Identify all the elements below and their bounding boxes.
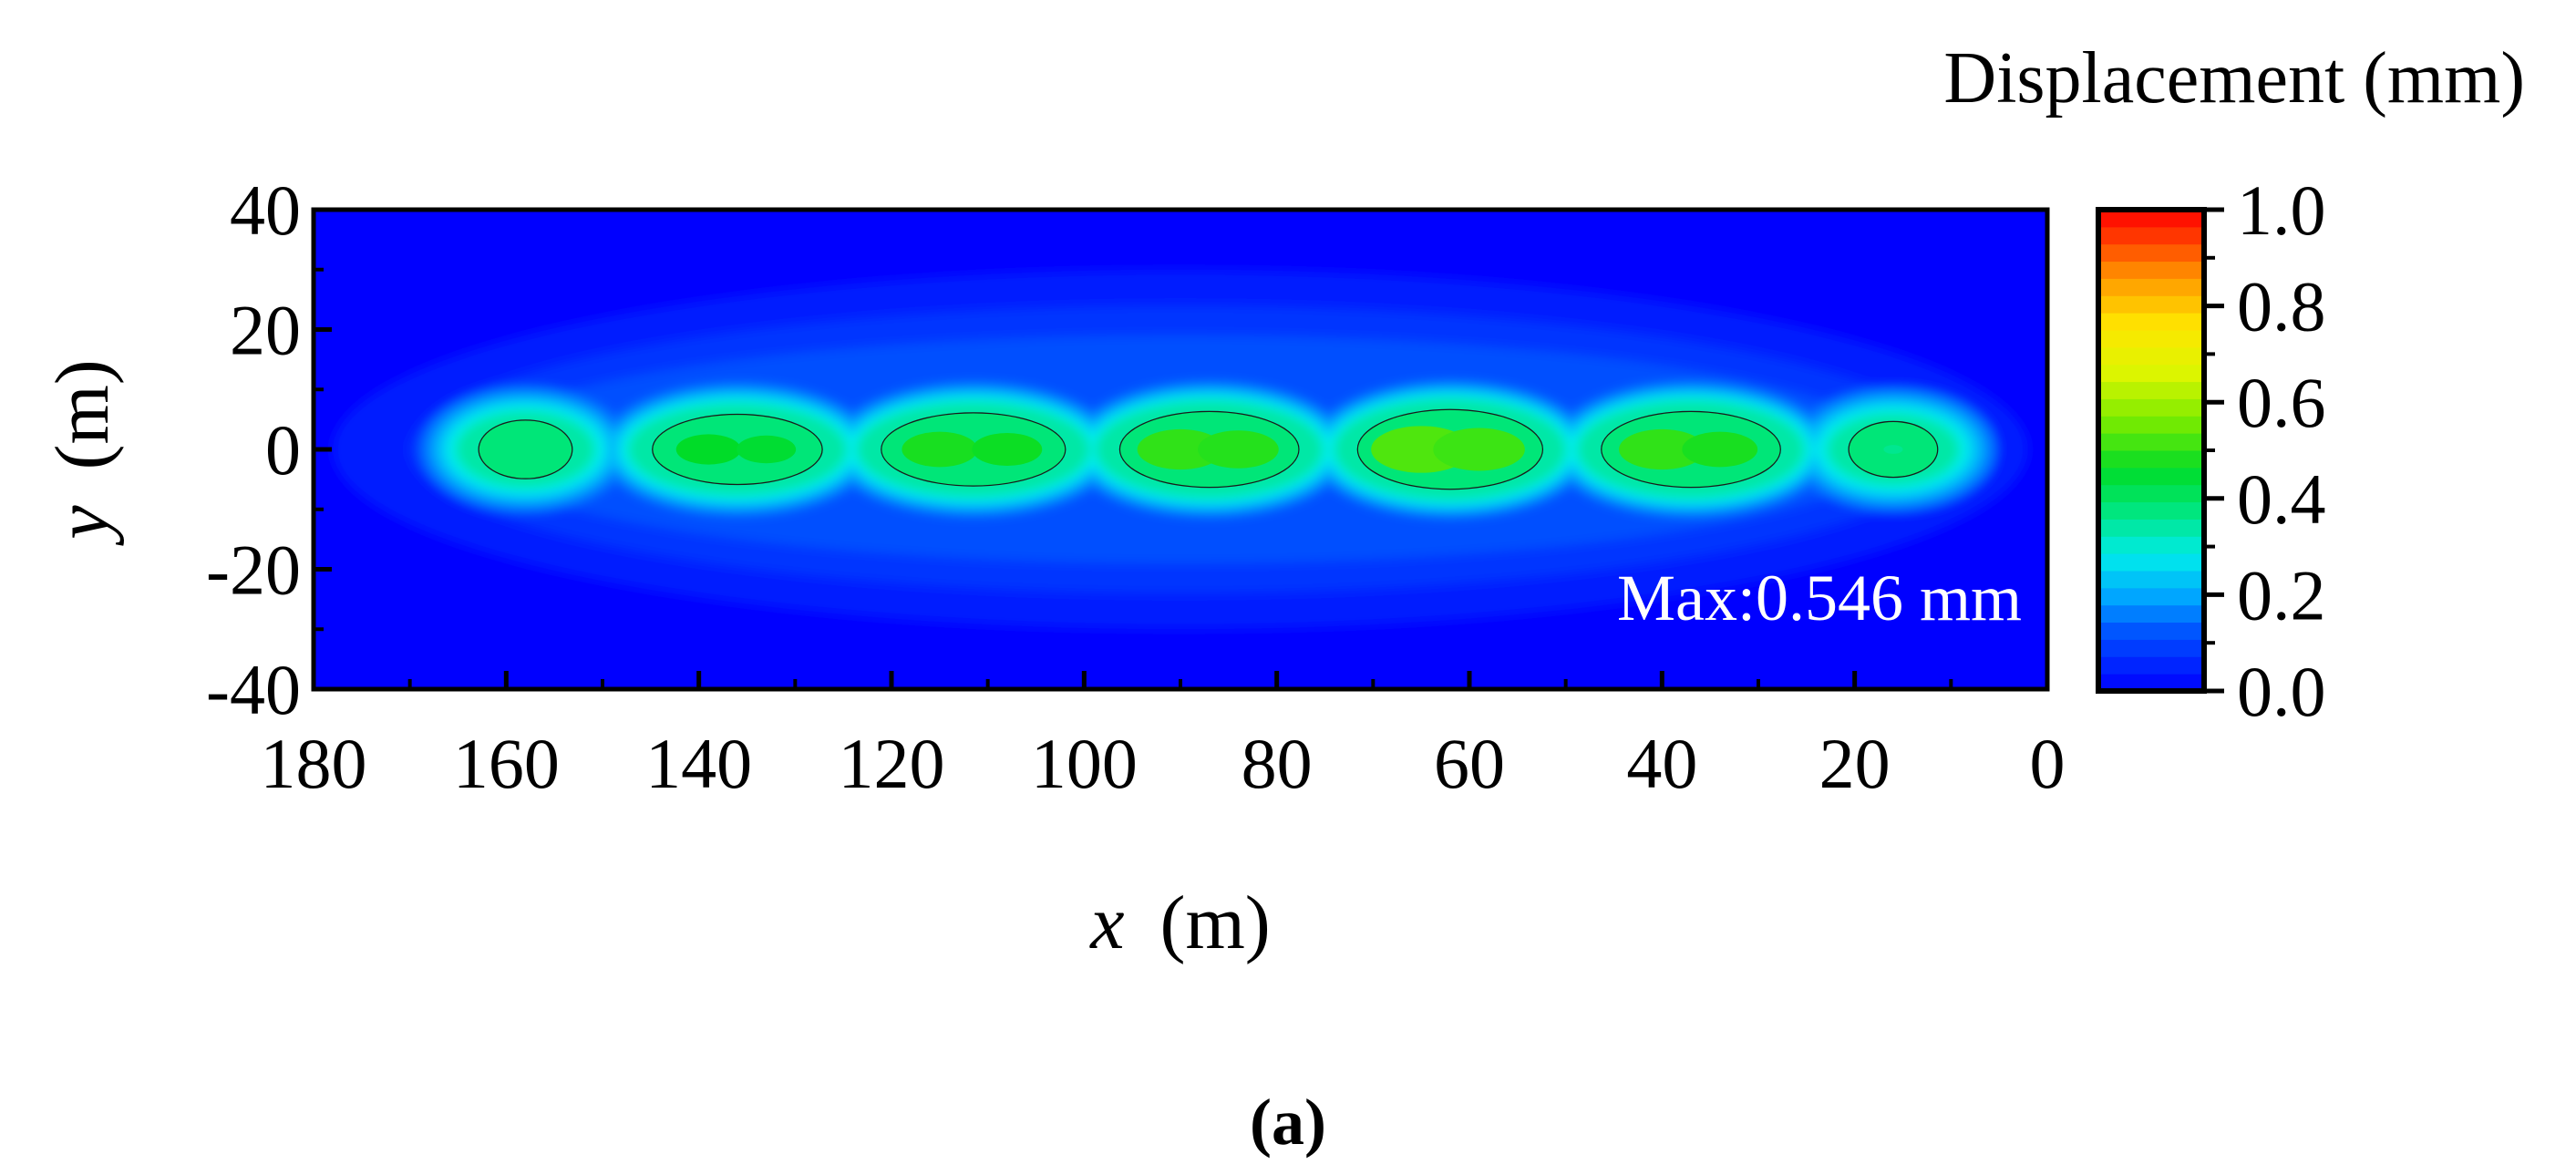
colorbar-ticks: 0.0 0.2 0.4 0.6 0.8 1.0 (2204, 170, 2326, 731)
colorbar-band-5 (2098, 587, 2204, 606)
displacement-peak-8 (1433, 428, 1525, 471)
displacement-peak-0 (514, 444, 537, 455)
colorbar-band-21 (2098, 313, 2204, 331)
colorbar-band-9 (2098, 519, 2204, 537)
colorbar-band-12 (2098, 467, 2204, 486)
x-axis-variable: x (1088, 881, 1124, 965)
x-tick-label-3: 120 (839, 724, 945, 803)
max-annotation: Max:0.546 mm (1617, 562, 2022, 634)
y-axis-title: y (m) (40, 359, 125, 547)
y-tick-label-3: -20 (206, 531, 301, 610)
colorbar-band-26 (2098, 226, 2204, 245)
colorbar-band-17 (2098, 381, 2204, 399)
displacement-peak-2 (737, 435, 797, 464)
x-tick-label-7: 40 (1626, 724, 1697, 803)
x-tick-label-1: 160 (453, 724, 560, 803)
colorbar-tick-label-3: 0.6 (2237, 363, 2326, 442)
colorbar-band-20 (2098, 330, 2204, 348)
x-tick-label-2: 140 (645, 724, 752, 803)
displacement-peak-3 (902, 431, 978, 468)
x-axis-ticks: 180 160 140 120 100 80 60 40 20 0 (261, 671, 2066, 803)
colorbar-tick-label-2: 0.4 (2237, 459, 2326, 539)
y-axis-ticks: 40 20 0 -20 -40 (206, 170, 332, 729)
y-tick-label-1: 20 (230, 291, 301, 370)
x-tick-label-9: 0 (2030, 724, 2066, 803)
displacement-peak-11 (1883, 445, 1903, 454)
colorbar-band-11 (2098, 484, 2204, 503)
colorbar-band-0 (2098, 674, 2204, 692)
colorbar-tick-label-4: 0.8 (2237, 267, 2326, 346)
x-tick-label-6: 60 (1434, 724, 1505, 803)
colorbar-title: Displacement (mm) (1943, 38, 2525, 119)
colorbar-tick-label-5: 1.0 (2237, 170, 2326, 250)
displacement-peak-10 (1682, 431, 1758, 468)
colorbar-band-10 (2098, 501, 2204, 520)
colorbar-band-3 (2098, 622, 2204, 640)
displacement-peak-9 (1618, 428, 1705, 470)
colorbar-band-23 (2098, 278, 2204, 296)
displacement-peak-6 (1198, 430, 1279, 469)
colorbar-band-15 (2098, 416, 2204, 434)
y-tick-label-0: 40 (230, 170, 301, 250)
colorbar: Displacement (mm) 0.0 0.2 0.4 0.6 0.8 1.0 (1943, 38, 2525, 731)
panel-label: (a) (1250, 1086, 1326, 1159)
x-tick-label-4: 100 (1031, 724, 1138, 803)
y-axis-unit: (m) (40, 359, 125, 469)
displacement-peak-4 (972, 433, 1043, 466)
colorbar-band-14 (2098, 433, 2204, 451)
colorbar-band-13 (2098, 450, 2204, 469)
displacement-contours (333, 269, 2028, 630)
displacement-peak-5 (1137, 428, 1224, 470)
x-tick-label-8: 20 (1819, 724, 1891, 803)
x-tick-label-5: 80 (1242, 724, 1313, 803)
colorbar-band-27 (2098, 210, 2204, 228)
colorbar-band-1 (2098, 656, 2204, 675)
colorbar-band-22 (2098, 295, 2204, 314)
x-axis-unit: (m) (1160, 881, 1271, 965)
colorbar-band-4 (2098, 604, 2204, 624)
colorbar-band-18 (2098, 364, 2204, 383)
colorbar-band-6 (2098, 571, 2204, 589)
x-axis-title: x (m) (1088, 881, 1271, 965)
colorbar-band-16 (2098, 398, 2204, 417)
colorbar-band-25 (2098, 243, 2204, 263)
colorbar-band-2 (2098, 639, 2204, 657)
colorbar-band-7 (2098, 553, 2204, 572)
colorbar-bands (2098, 210, 2204, 692)
y-tick-label-2: 0 (265, 410, 301, 490)
colorbar-band-24 (2098, 261, 2204, 279)
colorbar-tick-label-0: 0.0 (2237, 652, 2326, 731)
colorbar-tick-label-1: 0.2 (2237, 555, 2326, 634)
plot-area: 180 160 140 120 100 80 60 40 20 0 40 20 0 -20 -40 (206, 170, 2065, 803)
y-tick-label-4: -40 (206, 650, 301, 729)
colorbar-band-8 (2098, 536, 2204, 554)
displacement-peak-1 (675, 434, 741, 465)
colorbar-band-19 (2098, 346, 2204, 366)
x-tick-label-0: 180 (261, 724, 367, 803)
y-axis-variable: y (40, 505, 125, 547)
